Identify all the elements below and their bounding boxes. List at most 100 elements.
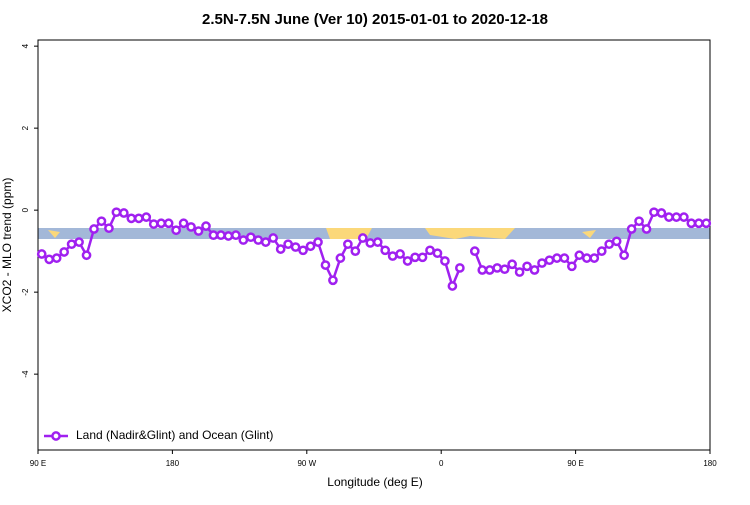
data-point: [313, 237, 323, 247]
data-point: [544, 255, 555, 266]
data-point: [193, 226, 204, 236]
x-tick-label: 90 E: [567, 459, 583, 468]
data-point: [260, 237, 271, 247]
data-point: [298, 245, 308, 256]
data-point: [328, 275, 338, 286]
data-point: [216, 230, 226, 241]
data-point: [402, 256, 413, 266]
data-point: [104, 223, 114, 234]
data-point: [357, 233, 368, 243]
map-band: [38, 228, 710, 239]
data-point: [208, 230, 219, 241]
land: [582, 230, 596, 238]
data-point: [36, 249, 47, 259]
data-point: [440, 256, 450, 266]
data-point: [410, 252, 420, 263]
data-point: [223, 231, 234, 241]
data-point: [290, 242, 301, 252]
legend-marker: [51, 431, 61, 441]
data-point: [320, 260, 331, 270]
data-point: [51, 253, 62, 263]
data-point: [372, 237, 383, 247]
data-point: [119, 208, 129, 218]
data-point: [679, 212, 689, 222]
data-point: [380, 245, 391, 256]
data-point: [701, 218, 712, 229]
x-axis-label: Longitude (deg E): [327, 475, 422, 489]
data-point: [81, 250, 92, 261]
x-tick-label: 90 W: [297, 459, 316, 468]
data-point: [111, 207, 122, 218]
chart-title: 2.5N-7.5N June (Ver 10) 2015-01-01 to 20…: [202, 11, 548, 28]
data-point: [611, 236, 622, 247]
data-point: [671, 212, 682, 222]
data-point: [283, 239, 293, 250]
data-point: [148, 219, 159, 229]
data-point: [649, 207, 659, 218]
data-point: [656, 208, 667, 218]
x-tick-label: 180: [166, 459, 180, 468]
data-point: [59, 247, 69, 257]
data-point: [275, 244, 286, 254]
data-point: [589, 253, 600, 263]
data-point: [231, 230, 241, 241]
y-tick-label: 0: [21, 207, 30, 212]
data-point: [507, 259, 517, 270]
data-point: [178, 218, 189, 229]
data-point: [484, 265, 495, 275]
data-point: [626, 224, 637, 234]
data-point: [604, 239, 615, 250]
data-point: [387, 251, 398, 261]
data-point: [245, 232, 256, 243]
data-point: [133, 213, 144, 224]
data-point: [253, 235, 264, 245]
data-point: [619, 250, 629, 261]
y-tick-label: -2: [21, 288, 30, 296]
data-point: [238, 235, 249, 245]
land: [425, 228, 515, 239]
data-point: [552, 253, 562, 263]
data-point: [477, 265, 488, 275]
data-point: [66, 239, 77, 250]
data-point: [529, 265, 540, 275]
data-point: [395, 249, 405, 259]
data-point: [365, 238, 376, 248]
data-point: [350, 246, 361, 256]
data-point: [432, 248, 443, 259]
plot-frame: [37, 39, 711, 451]
data-point: [641, 224, 652, 234]
data-point: [268, 233, 279, 243]
data-point: [514, 267, 525, 277]
data-point: [201, 221, 211, 231]
data-point: [567, 261, 577, 272]
data-point: [492, 263, 503, 273]
ocean-band: [38, 228, 710, 239]
data-point: [522, 261, 532, 272]
data-point: [343, 239, 353, 250]
data-point: [335, 253, 346, 263]
data-point: [417, 252, 428, 263]
data-point: [664, 212, 674, 222]
data-point: [44, 254, 55, 265]
data-point: [693, 218, 704, 229]
data-point: [455, 263, 465, 273]
data-point: [634, 216, 644, 227]
data-point: [581, 253, 592, 263]
data-point: [537, 258, 547, 268]
x-tick-label: 180: [703, 459, 717, 468]
data-point: [186, 222, 196, 232]
y-axis-label: XCO2 - MLO trend (ppm): [0, 178, 14, 313]
y-tick-label: 4: [21, 43, 30, 48]
data-point: [425, 245, 435, 256]
data-point: [559, 253, 570, 263]
data-point: [499, 264, 510, 275]
y-tick-label: 2: [21, 125, 30, 130]
land: [48, 230, 60, 238]
data-point: [305, 241, 316, 252]
y-tick-label: -4: [21, 370, 30, 378]
data-point: [447, 281, 458, 291]
x-tick-label: 0: [439, 459, 444, 468]
data-point: [156, 218, 167, 229]
